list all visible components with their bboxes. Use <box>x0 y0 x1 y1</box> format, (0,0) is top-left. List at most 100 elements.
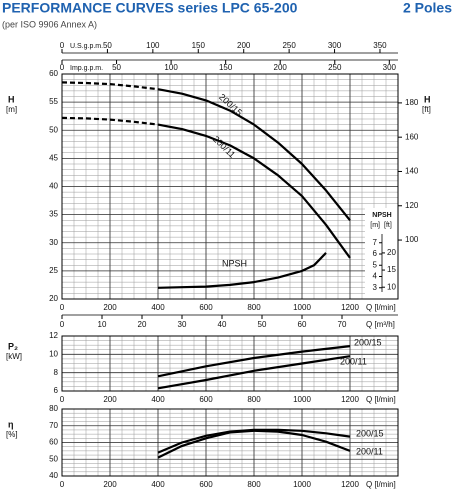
plot-frame <box>61 335 399 392</box>
x-tick-label: 1000 <box>293 395 311 404</box>
x-tick-label: 800 <box>247 303 261 312</box>
top-axis-tick-label: 50 <box>103 41 112 50</box>
y-tick-label: 8 <box>54 368 59 377</box>
x-axis-label: Q [l/min] <box>366 303 396 312</box>
curve <box>61 81 159 91</box>
m3h-axis-tick-label: 30 <box>178 320 187 329</box>
plot-frame <box>61 408 399 477</box>
y2-tick-label: 180 <box>405 98 419 107</box>
y-tick-label: 55 <box>49 97 58 106</box>
top-axis-tick-label: 50 <box>112 63 121 72</box>
x-tick-label: 0 <box>60 480 65 489</box>
y-tick-label: 80 <box>49 404 58 413</box>
x-tick-label: 1200 <box>341 395 359 404</box>
m3h-axis-tick-label: 40 <box>218 320 227 329</box>
npsh-ft-tick-label: 20 <box>387 248 396 257</box>
y2-tick-label: 120 <box>405 201 419 210</box>
y-tick-label: 35 <box>49 210 58 219</box>
curve-label: 200/11 <box>356 446 383 456</box>
y-axis-unit: [kW] <box>6 352 22 361</box>
y2-tick-label: 160 <box>405 132 419 141</box>
y-tick-label: 12 <box>49 331 58 340</box>
curve-label: 200/15 <box>356 428 384 438</box>
npsh-tick-label: 6 <box>373 249 378 258</box>
npsh-axis-unit: [m] <box>370 222 380 229</box>
m3h-axis-tick-label: 50 <box>258 320 267 329</box>
x-tick-label: 1200 <box>341 480 359 489</box>
y2-tick-label: 140 <box>405 167 419 176</box>
m3h-axis-label: Q [m³/h] <box>366 320 395 329</box>
y-tick-label: 50 <box>49 125 58 134</box>
curve <box>157 345 351 378</box>
m3h-axis-tick-label: 0 <box>60 320 65 329</box>
x-tick-label: 1000 <box>293 303 311 312</box>
y-tick-label: 6 <box>54 386 59 395</box>
x-tick-label: 800 <box>247 395 261 404</box>
y-tick-label: 60 <box>49 69 58 78</box>
y-axis-unit: [%] <box>6 430 18 439</box>
y2-tick-label: 100 <box>405 235 419 244</box>
y-tick-label: 45 <box>49 153 58 162</box>
page-title: PERFORMANCE CURVES series LPC 65-200 <box>2 0 298 16</box>
m3h-axis-tick-label: 20 <box>138 320 147 329</box>
x-tick-label: 400 <box>151 480 165 489</box>
top-axis-tick-label: 300 <box>383 63 397 72</box>
x-tick-label: 1000 <box>293 480 311 489</box>
x-tick-label: 800 <box>247 480 261 489</box>
y-tick-label: 20 <box>49 294 58 303</box>
y-axis-label: H <box>8 94 15 104</box>
npsh-tick-label: 4 <box>373 272 378 281</box>
top-axis-tick-label: 250 <box>282 41 296 50</box>
top-axis-tick-label: 0 <box>60 63 65 72</box>
curve <box>157 429 351 459</box>
top-axis-tick-label: 100 <box>146 41 160 50</box>
y2-axis-label: H <box>424 94 431 104</box>
x-tick-label: 200 <box>103 395 117 404</box>
x-tick-label: 0 <box>60 303 65 312</box>
npsh-axis-label: NPSH <box>372 212 391 219</box>
y-axis-unit: [m] <box>6 105 17 114</box>
x-axis-label: Q [l/min] <box>366 395 396 404</box>
subtitle: (per ISO 9906 Annex A) <box>2 19 97 29</box>
top-axis-tick-label: 200 <box>237 41 251 50</box>
top-axis-tick-label: 150 <box>192 41 206 50</box>
y-tick-label: 50 <box>49 454 58 463</box>
m3h-axis-tick-label: 60 <box>298 320 307 329</box>
y-tick-label: 40 <box>49 471 58 480</box>
npsh-ft-tick-label: 15 <box>387 265 396 274</box>
npsh-tick-label: 7 <box>373 238 378 247</box>
curve <box>157 123 351 259</box>
top-axis-tick-label: 350 <box>373 41 387 50</box>
curve <box>61 116 159 126</box>
x-tick-label: 400 <box>151 395 165 404</box>
y-tick-label: 10 <box>49 349 58 358</box>
top-axis-label: U.S.g.p.m. <box>70 43 103 50</box>
curve <box>157 88 351 221</box>
x-axis-label: Q [l/min] <box>366 480 396 489</box>
x-tick-label: 200 <box>103 480 117 489</box>
top-axis-tick-label: 0 <box>60 41 65 50</box>
npsh-tick-label: 3 <box>373 283 378 292</box>
top-axis-tick-label: 100 <box>164 63 178 72</box>
x-tick-label: 1200 <box>341 303 359 312</box>
m3h-axis-tick-label: 10 <box>98 320 107 329</box>
top-axis-tick-label: 250 <box>328 63 342 72</box>
x-tick-label: 600 <box>199 480 213 489</box>
x-tick-label: 600 <box>199 303 213 312</box>
x-tick-label: 600 <box>199 395 213 404</box>
top-axis-label: Imp.g.p.m. <box>70 65 103 72</box>
curve-label: 200/15 <box>354 337 382 347</box>
npsh-ft-tick-label: 10 <box>387 282 396 291</box>
y-tick-label: 70 <box>49 421 58 430</box>
y-tick-label: 30 <box>49 238 58 247</box>
top-axis-tick-label: 200 <box>274 63 288 72</box>
x-tick-label: 400 <box>151 303 165 312</box>
plot-frame <box>61 73 399 300</box>
curve <box>157 252 327 289</box>
y-tick-label: 25 <box>49 266 58 275</box>
m3h-axis-tick-label: 70 <box>338 320 347 329</box>
curve <box>157 355 351 390</box>
curve-label: 200/15 <box>217 92 244 118</box>
